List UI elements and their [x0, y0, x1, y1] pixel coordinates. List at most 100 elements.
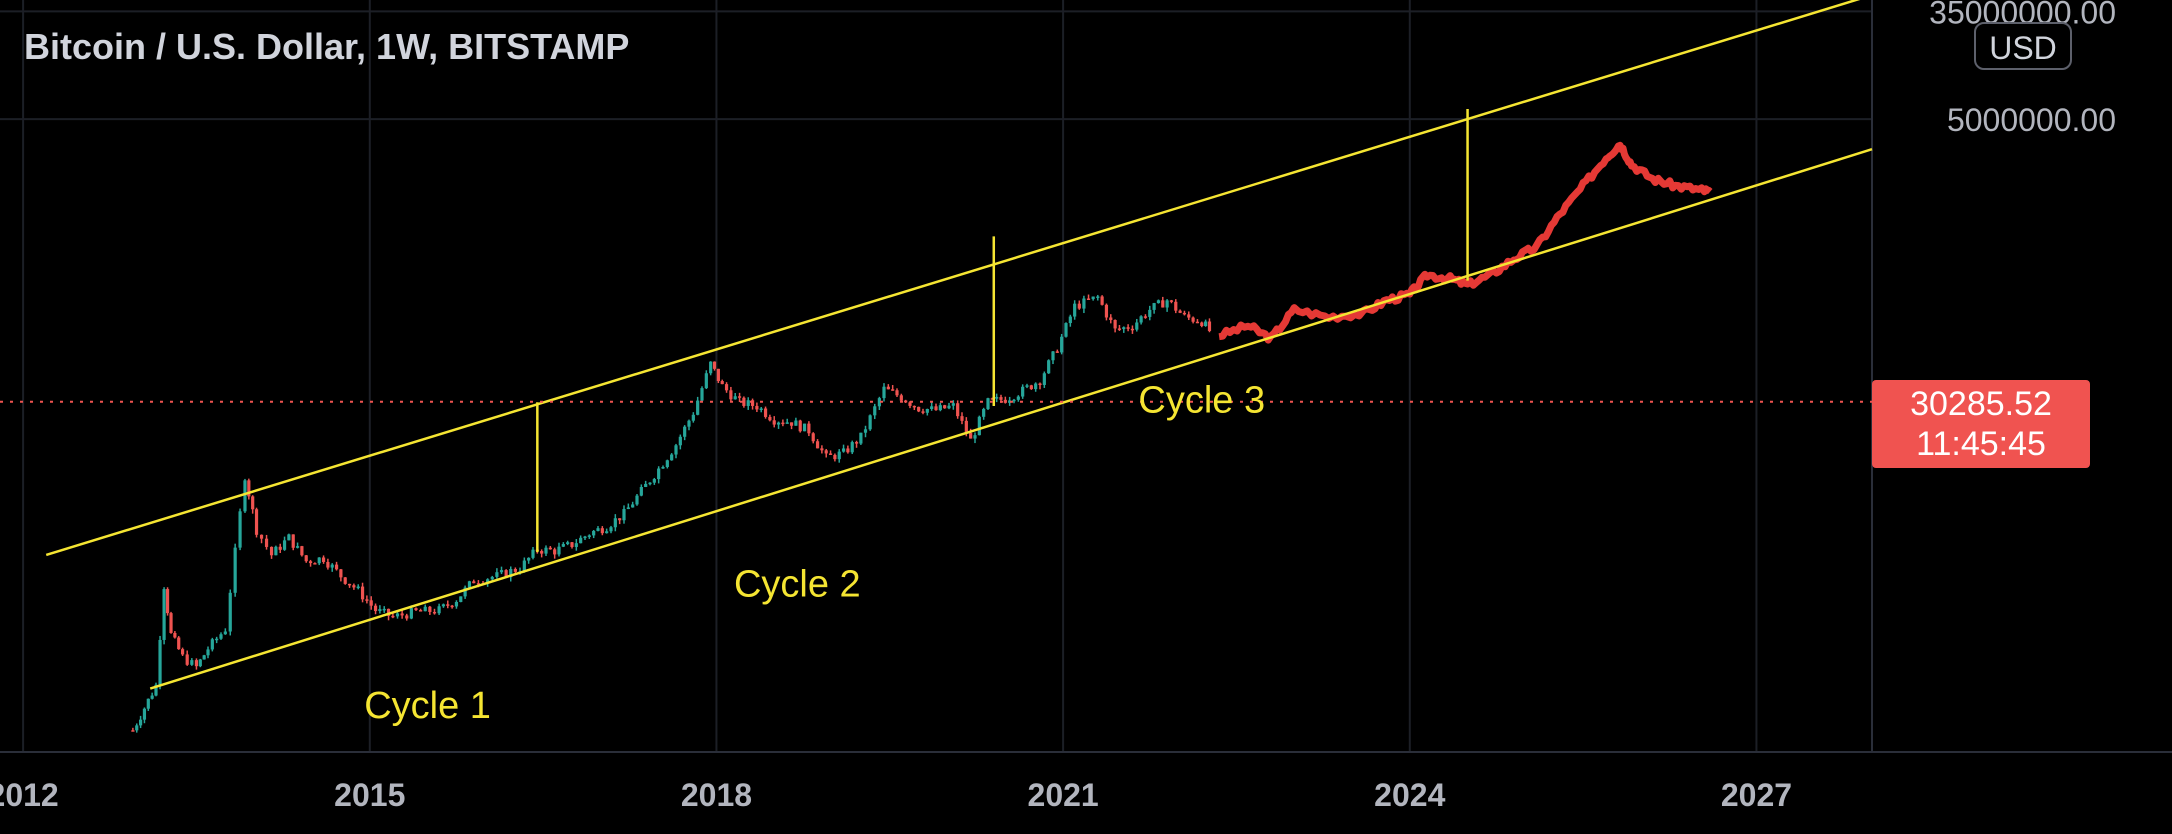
candle-61	[391, 613, 395, 619]
candle-26	[238, 508, 242, 551]
candle-119	[648, 482, 652, 486]
candle-72	[441, 603, 446, 608]
candle-246	[1200, 321, 1204, 328]
symbol-title[interactable]: Bitcoin / U.S. Dollar, 1W, BITSTAMP	[24, 26, 630, 67]
candle-133	[709, 361, 713, 376]
candle-195	[977, 415, 981, 436]
candle-196	[982, 407, 986, 420]
candle-234	[1148, 305, 1152, 321]
candle-131	[700, 386, 704, 402]
candle-117	[639, 484, 643, 497]
candle-52	[352, 583, 356, 590]
candle-68	[423, 604, 427, 612]
candle-181	[917, 406, 921, 413]
channel-lines[interactable]	[45, 0, 1873, 690]
price-axis-ticks[interactable]: 35000000.00 5000000.00	[1929, 0, 2116, 138]
candle-1	[135, 723, 139, 733]
candle-103	[579, 535, 583, 544]
candle-137	[724, 382, 729, 393]
x-tick-2027[interactable]: 2027	[1721, 777, 1792, 813]
candle-143	[750, 398, 755, 410]
projection-series	[1218, 141, 1713, 344]
candle-34	[274, 545, 278, 556]
candle-244	[1191, 316, 1195, 324]
candle-112	[618, 518, 622, 525]
candle-208	[1034, 382, 1038, 392]
candle-17	[198, 658, 202, 668]
currency-badge[interactable]: USD	[1974, 22, 2072, 70]
candle-231	[1135, 318, 1139, 332]
candle-162	[833, 453, 837, 462]
y-tick-1[interactable]: 5000000.00	[1947, 102, 2116, 138]
candle-9	[165, 587, 170, 616]
candle-12	[177, 636, 181, 650]
candle-120	[652, 477, 656, 485]
candle-96	[548, 546, 552, 550]
candle-104	[583, 535, 587, 540]
candle-29	[251, 495, 255, 514]
candle-245	[1195, 319, 1200, 324]
candle-87	[509, 566, 513, 582]
candle-185	[934, 403, 938, 411]
candle-97	[553, 547, 557, 559]
x-tick-2021[interactable]: 2021	[1028, 777, 1099, 813]
candle-170	[868, 414, 872, 431]
candle-160	[824, 448, 828, 458]
candle-5	[150, 692, 154, 700]
candle-237	[1161, 296, 1165, 308]
candle-48	[334, 561, 339, 571]
candle-75	[454, 600, 459, 609]
candle-100	[566, 540, 570, 546]
candle-14	[185, 650, 189, 666]
candle-191	[960, 412, 964, 425]
candle-232	[1139, 315, 1143, 325]
candle-157	[811, 432, 815, 444]
candle-125	[674, 443, 678, 459]
candle-76	[459, 596, 463, 603]
candle-217	[1073, 300, 1077, 320]
candle-23	[223, 628, 227, 635]
candle-49	[339, 568, 343, 582]
y-tick-0[interactable]: 35000000.00	[1929, 0, 2116, 30]
x-tick-2018[interactable]: 2018	[681, 777, 752, 813]
candle-67	[419, 608, 423, 612]
x-tick-2024[interactable]: 2024	[1374, 777, 1445, 813]
candle-64	[405, 613, 409, 621]
candle-24	[228, 589, 232, 636]
gridlines	[0, 0, 1872, 752]
candle-204	[1016, 395, 1020, 402]
candle-166	[850, 440, 854, 455]
candle-2	[138, 715, 143, 729]
candle-229	[1126, 324, 1130, 332]
candle-39	[295, 542, 300, 549]
candle-183	[925, 408, 929, 416]
candle-202	[1008, 396, 1012, 406]
candle-79	[472, 579, 476, 584]
candle-107	[596, 526, 600, 532]
candle-240	[1174, 299, 1178, 314]
candle-35	[278, 543, 282, 553]
candle-105	[587, 534, 591, 539]
candle-171	[873, 403, 877, 420]
candle-54	[360, 582, 365, 603]
candle-106	[592, 529, 596, 539]
x-tick-2015[interactable]: 2015	[334, 777, 405, 813]
candle-241	[1178, 309, 1182, 314]
candle-110	[609, 525, 613, 534]
candle-167	[854, 440, 859, 448]
channel-line-1[interactable]	[149, 148, 1873, 690]
cycle-dividers[interactable]	[536, 108, 1469, 553]
cycle-annotations: Cycle 1 Cycle 2 Cycle 3	[364, 379, 1265, 727]
candle-123	[665, 459, 669, 469]
time-axis-ticks[interactable]: 2012 2015 2018 2021 2024 2027	[0, 777, 1792, 813]
candle-238	[1165, 299, 1169, 312]
channel-line-0[interactable]	[45, 0, 1872, 557]
x-tick-2012[interactable]: 2012	[0, 777, 59, 813]
candle-25	[233, 543, 237, 597]
candle-45	[321, 555, 326, 564]
candle-111	[613, 514, 617, 532]
candle-159	[820, 445, 824, 454]
candle-135	[716, 368, 720, 384]
